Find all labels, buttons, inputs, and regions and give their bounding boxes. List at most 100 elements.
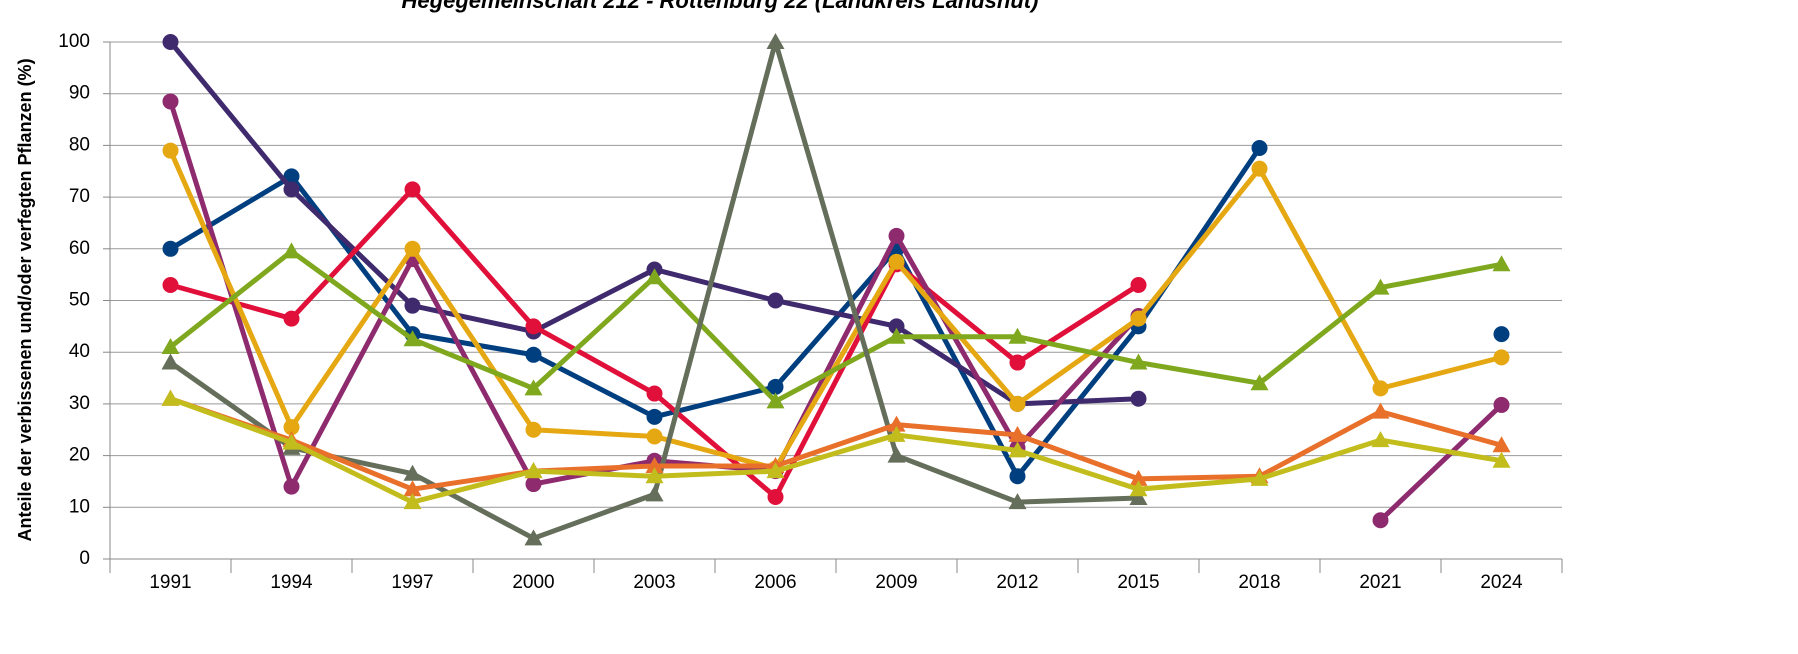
data-point	[888, 227, 905, 244]
y-tick-label: 40	[69, 341, 90, 362]
series-line	[169, 396, 1503, 492]
data-point	[1129, 488, 1148, 505]
y-tick-label: 100	[58, 31, 90, 52]
data-point	[1372, 380, 1389, 397]
y-tick-label: 20	[69, 445, 90, 466]
data-point	[162, 34, 179, 50]
data-point	[1008, 441, 1027, 458]
data-point	[645, 456, 664, 473]
series-line	[168, 248, 1502, 404]
y-tick-label: 50	[69, 290, 90, 311]
data-point	[1130, 310, 1147, 327]
data-point	[887, 327, 906, 344]
y-tick-label: 10	[69, 496, 90, 517]
data-point	[767, 488, 784, 505]
data-point	[1009, 395, 1026, 412]
data-point	[1251, 139, 1268, 156]
data-point	[1129, 480, 1148, 497]
y-tick-label: 80	[69, 134, 90, 155]
x-tick-label: 2006	[754, 572, 796, 593]
data-point	[525, 318, 542, 335]
data-point	[403, 330, 422, 347]
y-tick-label: 90	[69, 83, 90, 104]
series-line	[168, 40, 1139, 407]
data-point	[1130, 276, 1147, 293]
data-point	[767, 378, 784, 395]
data-point	[646, 428, 663, 445]
data-point	[1008, 425, 1027, 442]
data-point	[161, 338, 180, 355]
data-point	[1251, 160, 1268, 177]
data-point	[1008, 493, 1027, 510]
data-point	[162, 142, 179, 159]
y-tick-label: 60	[69, 238, 90, 259]
data-point	[1129, 469, 1148, 486]
data-point	[1009, 468, 1026, 485]
data-point	[1372, 512, 1389, 529]
x-tick-label: 2000	[512, 572, 554, 593]
data-point	[645, 467, 664, 484]
data-point	[645, 268, 664, 285]
data-point	[162, 276, 179, 293]
x-tick-label: 1991	[149, 572, 191, 593]
data-point	[162, 240, 179, 257]
data-point	[646, 408, 663, 425]
data-point	[645, 485, 664, 502]
data-point	[283, 310, 300, 327]
data-point	[1492, 451, 1511, 468]
x-tick-label: 2015	[1117, 572, 1159, 593]
data-point	[888, 253, 905, 270]
data-point	[282, 433, 301, 450]
data-point	[162, 93, 179, 110]
series-line	[1378, 403, 1504, 523]
x-tick-label: 1997	[391, 572, 433, 593]
data-point	[1493, 349, 1510, 366]
data-point	[766, 462, 785, 479]
data-point	[1371, 431, 1390, 448]
data-point	[1009, 354, 1026, 371]
data-point	[524, 462, 543, 479]
data-point	[524, 379, 543, 396]
data-point	[283, 478, 300, 495]
data-point	[646, 385, 663, 402]
x-tick-label: 2003	[633, 572, 675, 593]
data-point	[282, 242, 301, 259]
series-line	[169, 396, 1502, 505]
data-point	[525, 421, 542, 438]
y-tick-label: 70	[69, 186, 90, 207]
data-point	[404, 240, 421, 257]
x-tick-label: 2021	[1359, 572, 1401, 593]
y-tick-label: 0	[79, 548, 90, 569]
y-axis-label: Anteile der verbissenen und/oder verfegt…	[15, 58, 35, 541]
data-point	[403, 493, 422, 510]
data-point	[1130, 390, 1147, 407]
data-point	[404, 297, 421, 314]
data-point	[283, 181, 300, 198]
data-point	[887, 425, 906, 442]
data-point	[1492, 255, 1511, 272]
data-point	[283, 168, 300, 185]
data-point	[1250, 469, 1269, 486]
data-point	[887, 415, 906, 432]
x-tick-label: 2024	[1480, 572, 1523, 593]
series-line	[168, 149, 1503, 472]
data-point	[1371, 278, 1390, 295]
data-point	[767, 292, 784, 309]
data-point	[1493, 396, 1510, 413]
data-point	[525, 476, 542, 493]
data-point	[525, 346, 542, 363]
data-point	[766, 392, 785, 409]
data-point	[404, 181, 421, 198]
x-tick-label: 2018	[1238, 572, 1280, 593]
x-tick-label: 2009	[875, 572, 917, 593]
data-point	[524, 529, 543, 546]
data-point	[403, 480, 422, 497]
x-tick-label: 2012	[996, 572, 1038, 593]
x-tick-label: 1994	[270, 572, 313, 593]
data-point	[1371, 402, 1390, 419]
data-point	[1129, 353, 1148, 370]
data-point	[1493, 326, 1510, 343]
chart-title: Hegegemeinschaft 212 - Rottenburg 22 (La…	[402, 0, 1039, 13]
data-point	[283, 419, 300, 436]
data-point	[887, 446, 906, 463]
